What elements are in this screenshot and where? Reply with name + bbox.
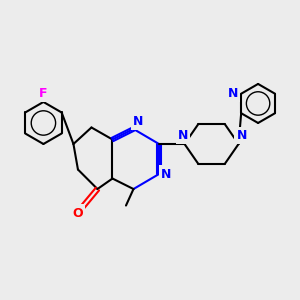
Text: N: N (178, 129, 188, 142)
Text: N: N (133, 115, 143, 128)
Text: N: N (228, 87, 238, 100)
Text: O: O (73, 206, 83, 220)
Text: N: N (236, 129, 247, 142)
Text: F: F (39, 87, 48, 100)
Text: N: N (161, 167, 172, 181)
